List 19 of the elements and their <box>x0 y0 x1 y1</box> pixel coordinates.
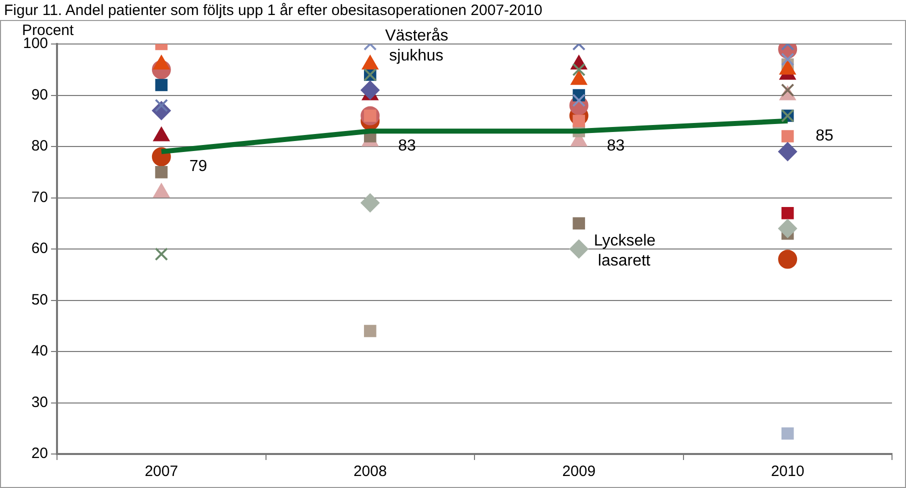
data-label: 83 <box>606 138 625 155</box>
data-label: 83 <box>398 138 416 155</box>
chart-title: Figur 11. Andel patienter som följts upp 1 år efter obesitasoperationen 2007-2010 <box>4 2 542 19</box>
y-tick-label: 20 <box>31 445 48 462</box>
x-tick-label: 2009 <box>562 463 596 480</box>
annotation: Lycksele lasarett <box>594 232 656 270</box>
data-label: 79 <box>189 158 208 176</box>
x-tick-label: 2007 <box>144 463 178 480</box>
x-tick-label: 2010 <box>770 463 804 480</box>
y-tick-label: 50 <box>31 291 48 308</box>
data-label: 85 <box>816 127 834 144</box>
y-tick-label: 30 <box>31 394 48 411</box>
y-tick-label: 60 <box>31 240 48 258</box>
y-tick-label: 40 <box>31 342 48 360</box>
y-tick-label: 70 <box>31 188 48 206</box>
y-tick-label: 80 <box>31 138 48 155</box>
annotation: Västerås sjukhus <box>385 27 448 64</box>
y-tick-label: 90 <box>31 86 48 104</box>
x-tick-label: 2008 <box>353 463 387 480</box>
